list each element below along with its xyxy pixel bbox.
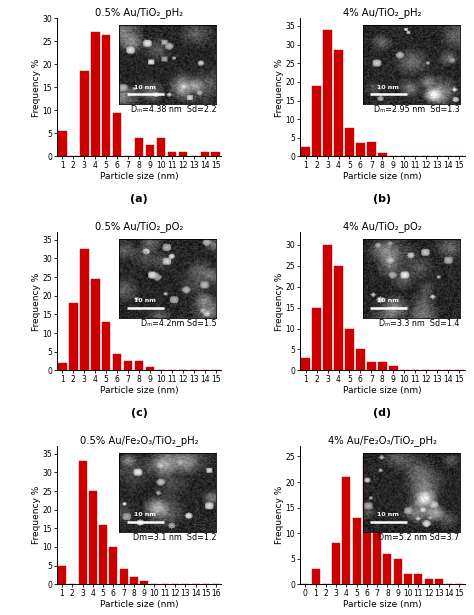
Text: Dm=5.2 nm Sd=3.7: Dm=5.2 nm Sd=3.7	[378, 533, 460, 542]
Bar	[435, 579, 443, 584]
Y-axis label: Frequency %: Frequency %	[32, 486, 41, 544]
Bar	[311, 569, 319, 584]
Bar	[69, 303, 78, 370]
Y-axis label: Frequency %: Frequency %	[32, 272, 41, 330]
Bar	[353, 518, 361, 584]
Bar	[323, 245, 332, 370]
Bar	[58, 566, 66, 584]
Bar	[146, 145, 155, 156]
Bar	[168, 152, 176, 156]
X-axis label: Particle size (nm): Particle size (nm)	[343, 172, 422, 181]
Text: (d): (d)	[373, 408, 392, 418]
Bar	[102, 34, 110, 156]
Bar	[363, 456, 371, 584]
Bar	[301, 358, 310, 370]
Bar	[414, 574, 422, 584]
Text: Dₘ=4.2nm Sd=1.5: Dₘ=4.2nm Sd=1.5	[141, 319, 216, 328]
Bar	[157, 138, 165, 156]
Bar	[124, 361, 132, 370]
Bar	[201, 152, 209, 156]
X-axis label: Particle size (nm): Particle size (nm)	[100, 600, 178, 608]
Bar	[91, 279, 100, 370]
Bar	[102, 322, 110, 370]
Bar	[312, 308, 321, 370]
Bar	[342, 477, 350, 584]
Title: 0.5% Au/TiO₂_pO₂: 0.5% Au/TiO₂_pO₂	[95, 221, 183, 232]
Bar	[345, 129, 354, 156]
Bar	[135, 361, 143, 370]
Bar	[425, 579, 433, 584]
Y-axis label: Frequency %: Frequency %	[32, 58, 41, 117]
X-axis label: Particle size (nm): Particle size (nm)	[343, 386, 422, 395]
Bar	[334, 266, 343, 370]
Bar	[135, 138, 143, 156]
Bar	[140, 581, 148, 584]
Bar	[113, 354, 121, 370]
Bar	[373, 523, 381, 584]
Bar	[301, 147, 310, 156]
Bar	[146, 367, 155, 370]
Y-axis label: Frequency %: Frequency %	[275, 272, 284, 330]
Bar	[113, 113, 121, 156]
Title: 0.5% Au/Fe₂O₃/TiO₂_pH₂: 0.5% Au/Fe₂O₃/TiO₂_pH₂	[80, 435, 199, 446]
Y-axis label: Frequency %: Frequency %	[275, 486, 284, 544]
Y-axis label: Frequency %: Frequency %	[275, 58, 284, 117]
Bar	[334, 50, 343, 156]
Bar	[383, 554, 392, 584]
Text: (b): (b)	[373, 194, 392, 204]
X-axis label: Particle size (nm): Particle size (nm)	[100, 386, 178, 395]
Bar	[130, 577, 138, 584]
Bar	[332, 544, 340, 584]
Bar	[389, 366, 398, 370]
Text: Dₘ=4.38 nm  Sd=2.2: Dₘ=4.38 nm Sd=2.2	[131, 105, 216, 114]
Text: Dₘ=2.95 nm  Sd=1.3: Dₘ=2.95 nm Sd=1.3	[374, 105, 460, 114]
Bar	[312, 85, 321, 156]
Bar	[109, 547, 118, 584]
Bar	[80, 249, 89, 370]
Bar	[378, 153, 387, 156]
Bar	[323, 30, 332, 156]
Bar	[211, 152, 220, 156]
X-axis label: Particle size (nm): Particle size (nm)	[100, 172, 178, 181]
Bar	[367, 362, 376, 370]
Bar	[99, 525, 107, 584]
Text: (c): (c)	[131, 408, 147, 418]
Text: Dm=3.1 nm  Sd=1.2: Dm=3.1 nm Sd=1.2	[133, 533, 216, 542]
Bar	[91, 32, 100, 156]
Bar	[356, 143, 365, 156]
Bar	[58, 131, 67, 156]
Bar	[179, 152, 187, 156]
X-axis label: Particle size (nm): Particle size (nm)	[343, 600, 422, 608]
Bar	[404, 574, 412, 584]
Title: 4% Au/Fe₂O₃/TiO₂_pH₂: 4% Au/Fe₂O₃/TiO₂_pH₂	[328, 435, 437, 446]
Bar	[367, 141, 376, 156]
Bar	[80, 71, 89, 156]
Title: 0.5% Au/TiO₂_pH₂: 0.5% Au/TiO₂_pH₂	[95, 7, 183, 18]
Bar	[345, 328, 354, 370]
Bar	[119, 569, 128, 584]
Title: 4% Au/TiO₂_pH₂: 4% Au/TiO₂_pH₂	[343, 7, 421, 18]
Bar	[356, 349, 365, 370]
Bar	[79, 461, 87, 584]
Bar	[89, 491, 97, 584]
Text: Dₘ=3.3 nm  Sd=1.4: Dₘ=3.3 nm Sd=1.4	[379, 319, 460, 328]
Bar	[394, 558, 402, 584]
Bar	[58, 363, 67, 370]
Title: 4% Au/TiO₂_pO₂: 4% Au/TiO₂_pO₂	[343, 221, 422, 232]
Bar	[378, 362, 387, 370]
Text: (a): (a)	[130, 194, 148, 204]
